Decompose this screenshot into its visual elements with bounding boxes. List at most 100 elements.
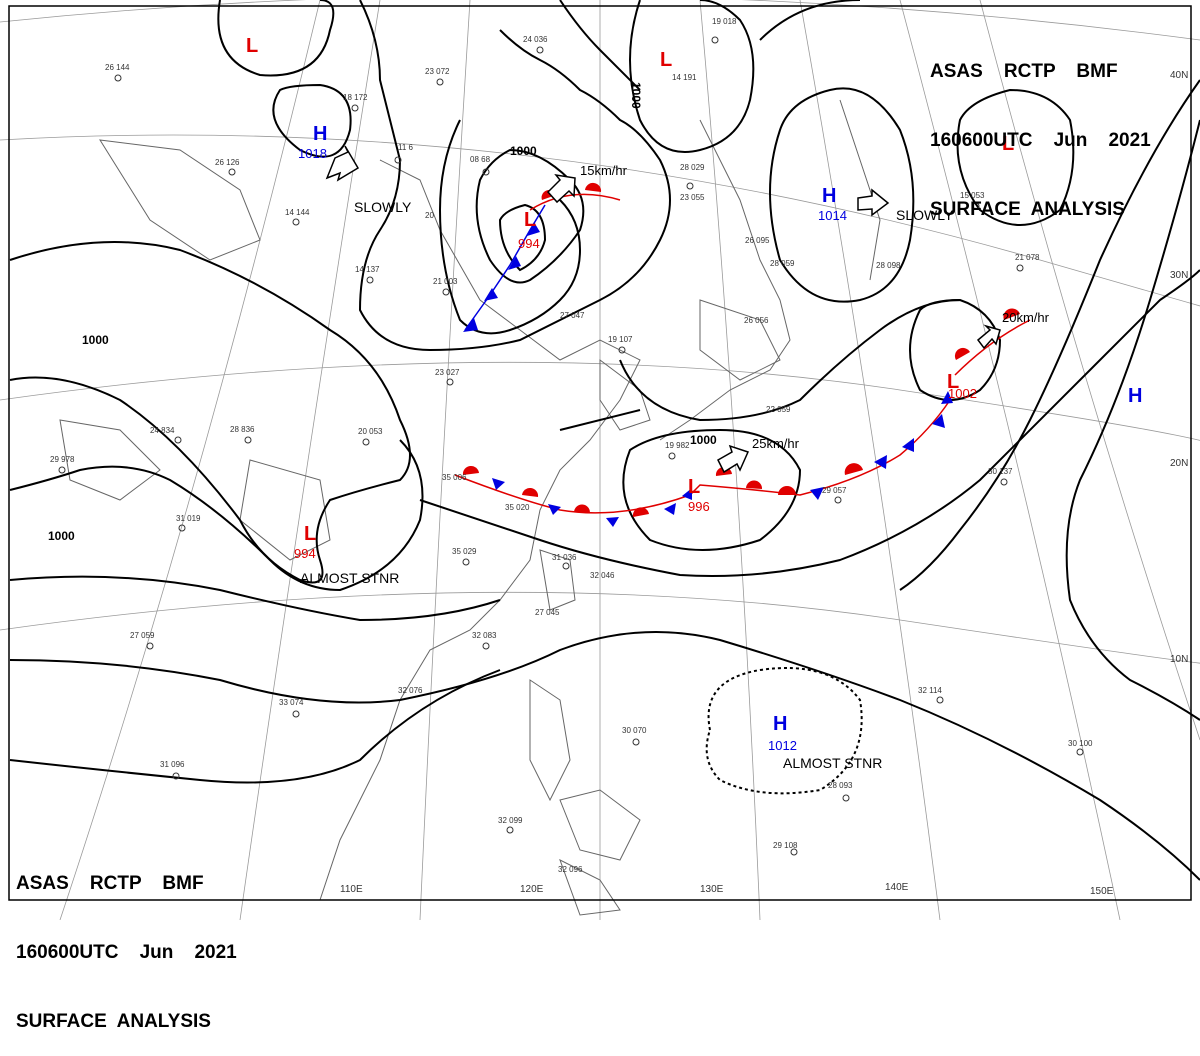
lon-label-130e: 130E <box>700 884 724 895</box>
high-pressure-value: 1012 <box>768 738 797 753</box>
lon-label-140e: 140E <box>885 882 909 893</box>
high-pressure-marker: H <box>1128 385 1142 407</box>
movement-note: ALMOST STNR <box>783 755 882 771</box>
station-plot: 31 036 <box>552 553 577 562</box>
station-plot: 29 978 <box>50 455 75 464</box>
station-plot: 18 172 <box>343 93 368 102</box>
station-plot: 23 055 <box>680 193 705 202</box>
lat-label-40n: 40N <box>1170 70 1188 81</box>
high-pressure-marker: H <box>773 713 787 735</box>
low-pressure-value: 996 <box>688 499 710 514</box>
pressure-systems: L L L H 1018 SLOWLY L 994 15km/hr H 1014… <box>246 35 1142 771</box>
low-pressure-marker: L <box>1002 133 1014 155</box>
station-plot: 32 046 <box>590 571 615 580</box>
lat-label-30n: 30N <box>1170 270 1188 281</box>
station-plot: 27 047 <box>560 311 585 320</box>
station-plot: 29 108 <box>773 841 798 850</box>
station-plot: 11 6 <box>398 143 414 152</box>
header-line-product: SURFACE ANALYSIS <box>16 1011 211 1032</box>
station-plot: 35 020 <box>505 503 530 512</box>
motion-arrow-icon <box>717 444 750 474</box>
station-plot: 23 027 <box>435 368 460 377</box>
movement-note: SLOWLY <box>896 207 954 223</box>
header-line-issuer: ASAS RCTP BMF <box>930 61 1118 82</box>
low-pressure-marker: L <box>246 35 258 57</box>
station-plot: 20 053 <box>358 427 383 436</box>
lon-label-110e: 110E <box>340 884 363 895</box>
station-plot: 21 078 <box>1015 253 1040 262</box>
low-pressure-value: 1002 <box>948 386 977 401</box>
coastlines <box>59 99 881 916</box>
station-plot: 19 018 <box>712 17 737 26</box>
station-plot: 35 029 <box>452 547 477 556</box>
station-plots: 26 144 18 172 23 072 24 036 19 018 14 19… <box>50 17 1093 874</box>
station-plot: 28 093 <box>828 781 853 790</box>
movement-note: 25km/hr <box>752 436 800 451</box>
low-pressure-value: 994 <box>294 546 316 561</box>
motion-arrow-icon <box>546 173 576 204</box>
station-plot: 28 059 <box>770 259 795 268</box>
isobar-label: 1000 <box>510 144 537 158</box>
surface-analysis-map: 1000 1000 1000 1000 1000 <box>0 0 1200 920</box>
lon-labels: 110E 120E 130E 140E 150E <box>340 882 1114 897</box>
station-plot: 27 045 <box>535 608 560 617</box>
station-plot: 28 029 <box>680 163 705 172</box>
low-pressure-marker: L <box>688 476 700 498</box>
isobar-label: 1000 <box>629 82 643 109</box>
station-plot: 24 036 <box>523 35 548 44</box>
isobar-labels: 1000 1000 1000 1000 1000 <box>48 82 717 543</box>
station-plot: 27 059 <box>130 631 155 640</box>
lat-label-20n: 20N <box>1170 458 1188 469</box>
movement-note: SLOWLY <box>354 199 412 215</box>
station-plot: 31 019 <box>176 514 201 523</box>
motion-arrows <box>325 145 1001 474</box>
low-pressure-value: 994 <box>518 236 540 251</box>
station-plot: 23 072 <box>425 67 450 76</box>
station-plot: 21 003 <box>433 277 458 286</box>
motion-arrow-icon <box>325 145 360 182</box>
station-plot: 32 076 <box>398 686 423 695</box>
station-plot: 26 095 <box>745 236 770 245</box>
low-pressure-marker: L <box>947 371 959 393</box>
station-plot: 30 137 <box>988 467 1013 476</box>
station-plot: 26 126 <box>215 158 240 167</box>
lon-label-120e: 120E <box>520 884 544 895</box>
station-plot: 30 100 <box>1068 739 1093 748</box>
isobar-ring-1012 <box>705 667 863 795</box>
isobar-label: 1000 <box>48 529 75 543</box>
station-plot: 24 834 <box>150 426 175 435</box>
station-plot: 08 68 <box>470 155 491 164</box>
header-line-time: 160600UTC Jun 2021 <box>16 942 237 963</box>
stationary-front <box>454 391 953 527</box>
station-plot: 32 099 <box>498 816 523 825</box>
high-pressure-marker: H <box>822 185 836 207</box>
station-plot: 28 098 <box>876 261 901 270</box>
station-plot: 31 096 <box>160 760 185 769</box>
header-line-time: 160600UTC Jun 2021 <box>930 130 1151 151</box>
station-plot: 26 056 <box>744 316 769 325</box>
station-plot: 35 006 <box>442 473 467 482</box>
cold-front-north <box>463 204 546 332</box>
station-plot: 19 982 <box>665 441 690 450</box>
station-plot: 14 144 <box>285 208 310 217</box>
station-plot: 29 057 <box>822 486 847 495</box>
station-plot: 14 137 <box>355 265 380 274</box>
movement-note: 15km/hr <box>580 163 628 178</box>
high-pressure-value: 1018 <box>298 146 327 161</box>
header-line-product: SURFACE ANALYSIS <box>930 199 1125 220</box>
chart-header-bottom-left: ASAS RCTP BMF 160600UTC Jun 2021 SURFACE… <box>16 826 237 1056</box>
motion-arrow-icon <box>857 188 890 217</box>
isobar-label: 1000 <box>82 333 109 347</box>
warm-front-east <box>954 308 1031 376</box>
lat-labels: 40N 30N 20N 10N <box>1170 70 1188 665</box>
isobar-label: 1000 <box>690 433 717 447</box>
station-plot: 19 107 <box>608 335 633 344</box>
station-plot: 33 074 <box>279 698 304 707</box>
station-symbols <box>58 36 1084 856</box>
low-pressure-marker: L <box>524 209 536 231</box>
high-pressure-marker: H <box>313 123 327 145</box>
station-plot: 22 059 <box>766 405 791 414</box>
movement-note: ALMOST STNR <box>300 570 399 586</box>
high-pressure-value: 1014 <box>818 208 847 223</box>
lat-label-10n: 10N <box>1170 654 1188 665</box>
